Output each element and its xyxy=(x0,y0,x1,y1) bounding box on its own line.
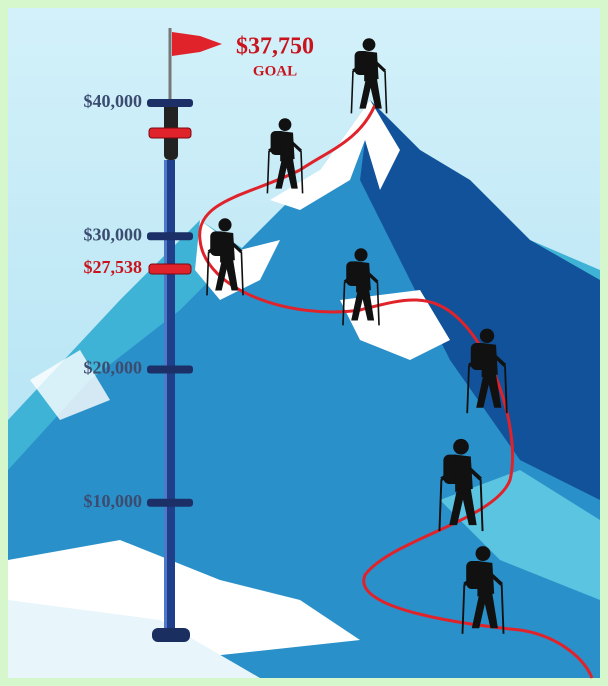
tick-mark xyxy=(147,99,193,107)
goal-text: GOAL xyxy=(253,63,297,79)
tick-mark xyxy=(147,232,193,240)
y-tick-label: $10,000 xyxy=(84,491,143,511)
tick-mark xyxy=(147,366,193,374)
raised-label: $27,538 xyxy=(84,257,143,277)
goal-marker xyxy=(149,128,191,138)
tick-mark xyxy=(147,499,193,507)
chart: $37,750 GOAL $10,000 $20,000 $30,000 $40,00… xyxy=(0,0,608,686)
page: $37,750 GOAL $10,000 $20,000 $30,000 $40,00… xyxy=(0,0,608,686)
goal-amount: $37,750 xyxy=(236,34,314,60)
y-tick-label: $20,000 xyxy=(84,358,143,378)
y-tick-label: $40,000 xyxy=(84,91,143,111)
y-tick-label: $30,000 xyxy=(84,224,143,244)
raised-marker xyxy=(149,264,191,274)
